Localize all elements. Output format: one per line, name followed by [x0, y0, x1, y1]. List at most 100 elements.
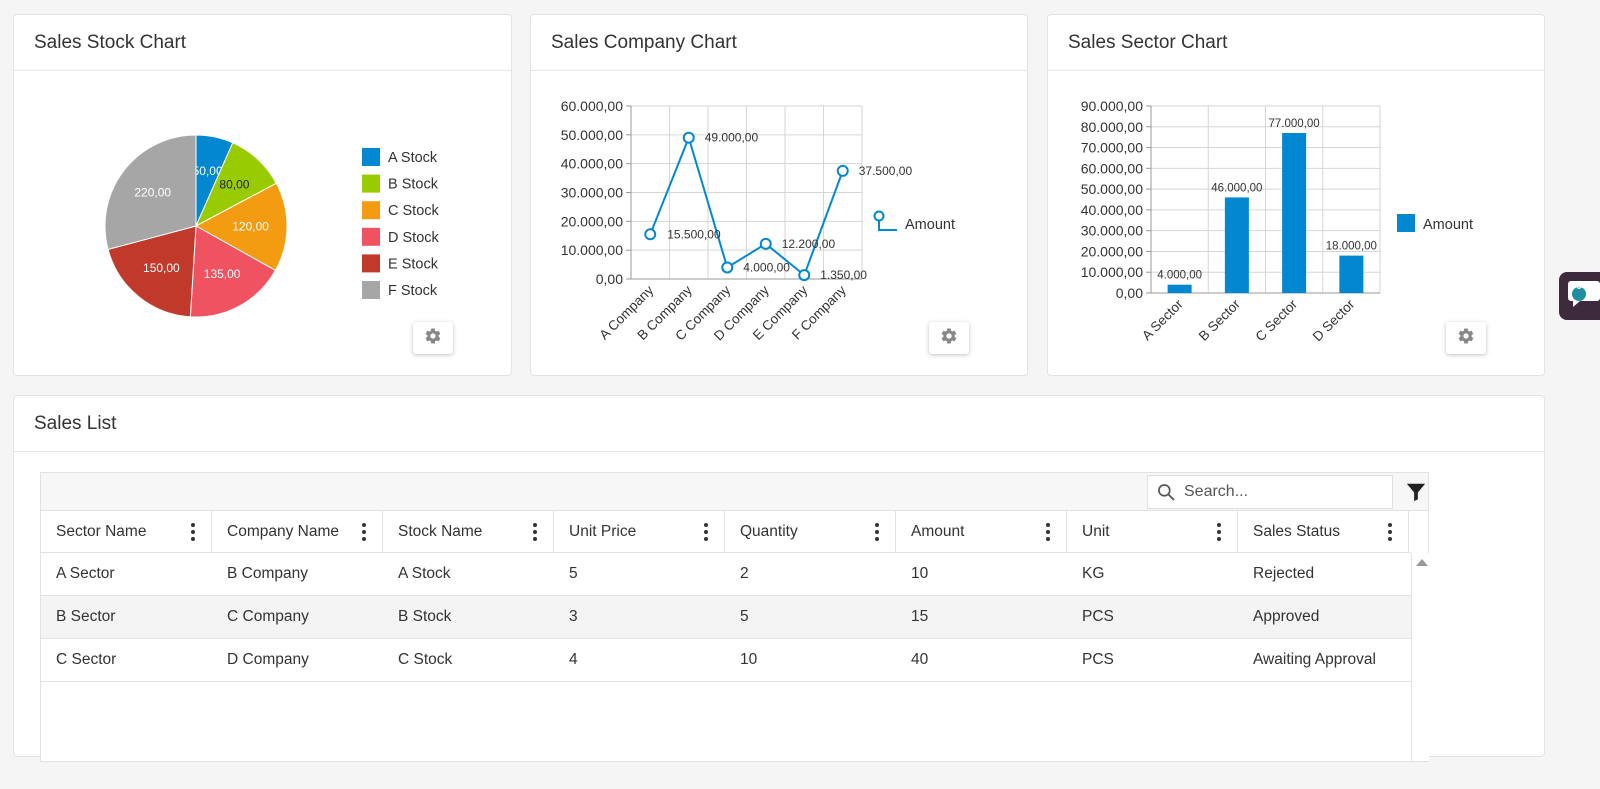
- legend-label: B Stock: [388, 177, 439, 193]
- table-cell: A Stock: [398, 565, 451, 582]
- legend-label: D Stock: [388, 230, 440, 246]
- table-cell: C Sector: [56, 651, 117, 668]
- company-line-chart: 0,00 10.000,00 20.000,00 30.000,00 40.000,00…: [561, 98, 955, 344]
- sales-list-card: Sales List Sector Name Company Name Stoc…: [13, 395, 1545, 762]
- chat-badge: 0: [1575, 280, 1583, 292]
- column-menu-icon[interactable]: [529, 521, 541, 543]
- table-cell: PCS: [1082, 608, 1114, 625]
- column-header-sector-name[interactable]: Sector Name: [41, 511, 212, 552]
- pie-data-label: 80,00: [219, 178, 249, 192]
- pie-data-label: 150,00: [143, 261, 180, 275]
- y-tick-label: 80.000,00: [1081, 119, 1143, 135]
- y-tick-label: 60.000,00: [1081, 160, 1143, 176]
- column-menu-icon[interactable]: [187, 521, 199, 543]
- data-label: 15.500,00: [667, 227, 721, 241]
- y-tick-label: 60.000,00: [561, 98, 623, 114]
- table-cell: 5: [569, 565, 578, 582]
- search-box: [1147, 475, 1393, 509]
- column-header-label: Sales Status: [1253, 522, 1341, 540]
- data-label: 77.000,00: [1269, 118, 1320, 130]
- pie-data-label: 50,00: [193, 164, 223, 178]
- card-title: Sales Sector Chart: [1048, 15, 1544, 71]
- data-point: [759, 237, 772, 250]
- legend-swatch: [362, 201, 380, 220]
- bar: [1224, 197, 1249, 293]
- column-header-stock-name[interactable]: Stock Name: [383, 511, 554, 552]
- column-header-unit[interactable]: Unit: [1067, 511, 1238, 552]
- stock-chart-card: Sales Stock Chart 50,00 80,00 120,00 135,00…: [13, 14, 512, 376]
- column-header-quantity[interactable]: Quantity: [725, 511, 896, 552]
- table-cell: 10: [740, 651, 758, 668]
- column-header-company-name[interactable]: Company Name: [212, 511, 383, 552]
- column-menu-icon[interactable]: [1384, 521, 1396, 543]
- x-tick-label: A Sector: [1139, 296, 1186, 343]
- chat-bubble-icon: [1566, 278, 1600, 317]
- column-header-sales-status[interactable]: Sales Status: [1238, 511, 1409, 552]
- search-input[interactable]: [1184, 483, 1374, 501]
- table-cell: 2: [740, 565, 749, 582]
- table-cell: A Sector: [56, 565, 115, 582]
- y-tick-label: 30.000,00: [561, 185, 623, 201]
- gear-icon: [424, 327, 442, 350]
- data-label: 46.000,00: [1211, 182, 1262, 194]
- vertical-scrollbar[interactable]: [1411, 553, 1429, 761]
- legend-swatch: [1397, 214, 1415, 232]
- x-tick-label: D Sector: [1310, 296, 1358, 344]
- card-title: Sales Company Chart: [531, 15, 1027, 71]
- y-tick-label: 40.000,00: [561, 156, 623, 172]
- filter-icon: [1405, 481, 1427, 503]
- data-label: 4.000,00: [743, 260, 790, 274]
- table-cell: B Sector: [56, 608, 116, 625]
- legend-label: Amount: [1423, 217, 1473, 233]
- y-tick-label: 20.000,00: [1081, 243, 1143, 259]
- table-cell: B Stock: [398, 608, 452, 625]
- column-header-label: Quantity: [740, 522, 798, 540]
- data-point: [836, 164, 849, 177]
- legend-swatch: [362, 174, 380, 193]
- column-menu-icon[interactable]: [700, 521, 712, 543]
- y-tick-label: 70.000,00: [1081, 140, 1143, 156]
- x-tick-label: B Sector: [1196, 296, 1244, 344]
- grid-header-row: Sector Name Company Name Stock Name Unit…: [41, 511, 1411, 553]
- column-header-label: Unit Price: [569, 522, 637, 540]
- filter-button[interactable]: [1403, 479, 1429, 505]
- data-point: [644, 228, 657, 241]
- table-cell: C Stock: [398, 651, 453, 668]
- table-cell: 15: [911, 608, 929, 625]
- column-menu-icon[interactable]: [358, 521, 370, 543]
- data-label: 37.500,00: [859, 164, 913, 178]
- legend-icon: [873, 210, 897, 231]
- card-title: Sales Stock Chart: [14, 15, 511, 71]
- data-point: [682, 131, 695, 144]
- settings-button[interactable]: [929, 322, 969, 354]
- y-tick-label: 30.000,00: [1081, 223, 1143, 239]
- legend-swatch: [362, 227, 380, 246]
- table-cell: 5: [740, 608, 749, 625]
- column-menu-icon[interactable]: [1042, 521, 1054, 543]
- table-row[interactable]: C Sector D Company C Stock 4 10 40 PCS A…: [41, 639, 1411, 682]
- column-header-label: Company Name: [227, 522, 339, 540]
- settings-button[interactable]: [413, 322, 453, 354]
- table-cell: 10: [911, 565, 929, 582]
- legend-label: C Stock: [388, 203, 440, 219]
- y-tick-label: 0,00: [1116, 285, 1143, 301]
- gear-icon: [940, 327, 958, 350]
- column-menu-icon[interactable]: [1213, 521, 1225, 543]
- column-header-amount[interactable]: Amount: [896, 511, 1067, 552]
- table-row[interactable]: B Sector C Company B Stock 3 5 15 PCS Ap…: [41, 596, 1411, 639]
- table-row[interactable]: A Sector B Company A Stock 5 2 10 KG Rej…: [41, 553, 1411, 596]
- grid-toolbar: [41, 473, 1428, 511]
- scroll-up-arrow-icon[interactable]: [1416, 559, 1428, 566]
- x-tick-label: C Sector: [1252, 296, 1300, 344]
- chat-widget-button[interactable]: 0: [1559, 272, 1600, 320]
- pie-slice: [104, 134, 197, 251]
- table-cell: Rejected: [1253, 565, 1315, 582]
- data-point: [721, 261, 734, 274]
- settings-button[interactable]: [1446, 322, 1486, 354]
- legend-label: Amount: [905, 217, 955, 233]
- column-menu-icon[interactable]: [871, 521, 883, 543]
- column-header-unit-price[interactable]: Unit Price: [554, 511, 725, 552]
- legend-swatch: [362, 281, 380, 299]
- data-label: 18.000,00: [1326, 241, 1377, 253]
